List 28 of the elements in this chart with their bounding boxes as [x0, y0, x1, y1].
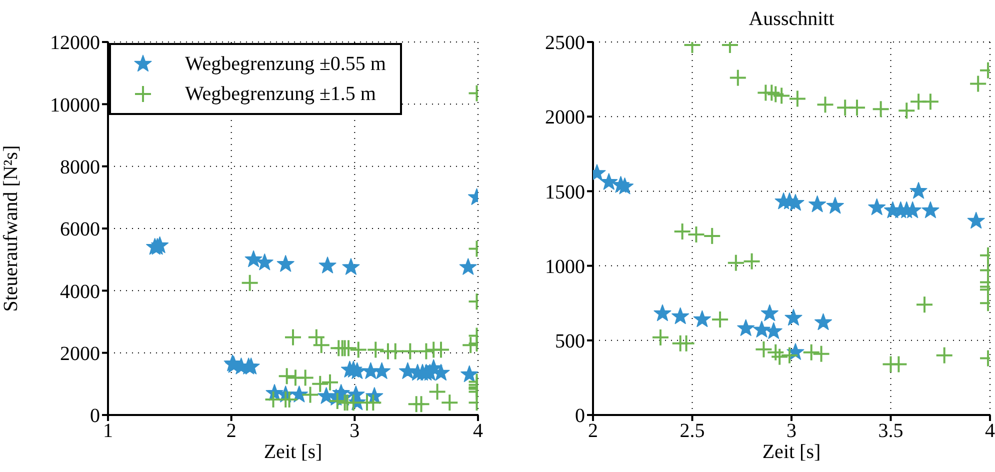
y-tick-label: 2000	[545, 106, 585, 129]
y-tick-label: 1500	[545, 181, 585, 204]
x-tick-label: 2	[226, 420, 236, 442]
x-tick-label: 3	[350, 420, 360, 442]
x-tick-label: 1	[103, 420, 113, 442]
y-tick-label: 6000	[60, 218, 100, 241]
y-tick-label: 0	[90, 405, 100, 428]
y-tick-label: 2000	[60, 342, 100, 365]
y-tick-label: 8000	[60, 156, 100, 178]
y-tick-label: 0	[575, 405, 585, 428]
x-axis-title: Zeit [s]	[264, 441, 322, 463]
y-tick-label: 10000	[50, 94, 100, 116]
x-tick-label: 3	[786, 420, 796, 442]
x-tick-label: 3.5	[878, 420, 904, 442]
y-tick-label: 1000	[545, 256, 585, 278]
y-axis-title: Steueraufwand [N²s]	[0, 145, 22, 312]
y-tick-label: 2500	[545, 32, 585, 54]
x-axis-title: Zeit [s]	[762, 441, 821, 463]
x-tick-label: 2	[588, 420, 598, 442]
y-tick-label: 12000	[50, 32, 100, 54]
legend-label: Wegbegrenzung ±0.55 m	[185, 52, 386, 76]
chart-title: Ausschnitt	[748, 8, 836, 31]
x-tick-label: 2.5	[680, 420, 705, 442]
y-tick-label: 500	[555, 330, 585, 352]
x-tick-label: 4	[985, 420, 995, 442]
legend-label: Wegbegrenzung ±1.5 m	[185, 82, 376, 106]
x-tick-label: 4	[473, 420, 483, 442]
y-tick-label: 4000	[60, 280, 100, 303]
